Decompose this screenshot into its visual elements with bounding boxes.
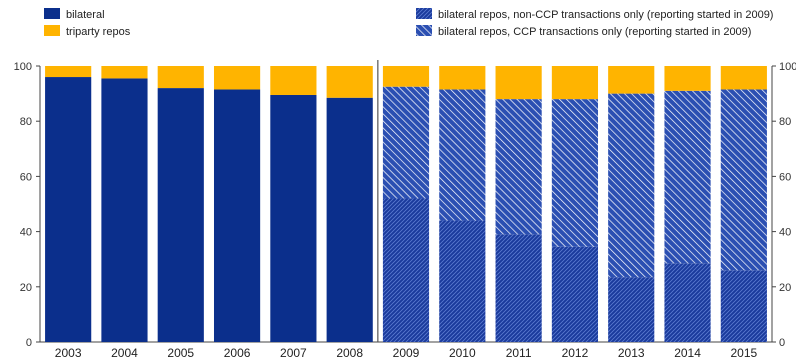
legend-swatch-bilateral — [44, 8, 60, 19]
y-tick-label-left: 40 — [20, 227, 32, 239]
y-tick-label-right: 0 — [779, 337, 785, 349]
bar-segment-2011-3 — [495, 66, 542, 100]
x-tick-label-2013: 2013 — [618, 346, 645, 360]
x-tick-label-2009: 2009 — [393, 346, 420, 360]
x-tick-label-2005: 2005 — [167, 346, 194, 360]
bar-segment-2004-0 — [101, 78, 148, 343]
bar-segment-2006-0 — [213, 89, 261, 343]
y-tick-label-left: 80 — [20, 116, 32, 128]
y-tick-label-right: 20 — [779, 282, 791, 294]
bar-segment-2011-1 — [495, 234, 542, 342]
bar-segment-2008-3 — [326, 66, 373, 98]
x-axis-ticks: 2003 2004 2005 2006 2007 2008 2009 2010 2011 2012… — [55, 346, 758, 360]
y-tick-label-right: 40 — [779, 227, 791, 239]
legend-label-non-ccp: bilateral repos, non-CCP transactions on… — [438, 9, 773, 21]
bar-segment-2012-3 — [551, 66, 599, 100]
y-tick-label-left: 20 — [20, 282, 32, 294]
y-tick-label-right: 80 — [779, 116, 791, 128]
x-tick-label-2003: 2003 — [55, 346, 82, 360]
x-tick-label-2010: 2010 — [449, 346, 476, 360]
legend-label-triparty: triparty repos — [66, 26, 131, 38]
y-tick-label-left: 100 — [14, 61, 32, 73]
bar-segment-2009-1 — [382, 198, 430, 342]
bar-segment-2015-3 — [720, 66, 767, 90]
bar-segment-2005-0 — [157, 88, 204, 342]
bar-segment-2004-3 — [101, 66, 148, 79]
legend-swatch-ccp — [416, 25, 432, 36]
bar-segment-2014-3 — [664, 66, 711, 91]
legend-label-ccp: bilateral repos, CCP transactions only (… — [438, 26, 751, 38]
y-tick-label-right: 60 — [779, 171, 791, 183]
bar-segment-2009-2 — [382, 86, 430, 199]
x-tick-label-2008: 2008 — [336, 346, 363, 360]
bar-segment-2003-3 — [45, 66, 92, 78]
y-tick-label-left: 60 — [20, 171, 32, 183]
bar-segment-2013-3 — [608, 66, 655, 94]
bar-segment-2010-3 — [439, 66, 486, 90]
x-tick-label-2015: 2015 — [730, 346, 757, 360]
x-tick-label-2012: 2012 — [562, 346, 589, 360]
bar-segment-2003-0 — [45, 77, 92, 342]
bar-segment-2009-3 — [382, 66, 430, 87]
y-tick-label-left: 0 — [26, 337, 32, 349]
bars — [45, 66, 767, 343]
bar-segment-2015-1 — [720, 270, 767, 342]
x-tick-label-2006: 2006 — [224, 346, 251, 360]
x-tick-label-2014: 2014 — [674, 346, 701, 360]
bar-segment-2006-3 — [213, 66, 261, 90]
bar-segment-2012-1 — [551, 246, 599, 342]
legend: bilateral triparty repos bilateral repos… — [44, 8, 773, 38]
bar-segment-2013-1 — [608, 277, 655, 342]
bar-segment-2008-0 — [326, 97, 373, 343]
bar-segment-2015-2 — [720, 89, 767, 271]
bar-segment-2010-2 — [439, 89, 486, 221]
legend-swatch-triparty — [44, 25, 60, 36]
x-tick-label-2004: 2004 — [111, 346, 138, 360]
legend-label-bilateral: bilateral — [66, 9, 105, 21]
bar-segment-2014-2 — [664, 90, 711, 264]
bar-segment-2007-0 — [270, 94, 317, 342]
bar-segment-2012-2 — [551, 99, 599, 247]
bar-segment-2005-3 — [157, 66, 204, 89]
y-tick-label-right: 100 — [779, 61, 796, 73]
legend-swatch-non-ccp — [416, 8, 432, 19]
x-tick-label-2007: 2007 — [280, 346, 307, 360]
bar-segment-2014-1 — [664, 263, 711, 342]
x-tick-label-2011: 2011 — [506, 346, 532, 360]
bar-segment-2011-2 — [495, 99, 542, 235]
bar-segment-2007-3 — [270, 66, 317, 95]
bar-segment-2010-1 — [439, 220, 486, 342]
bar-segment-2013-2 — [608, 93, 655, 278]
